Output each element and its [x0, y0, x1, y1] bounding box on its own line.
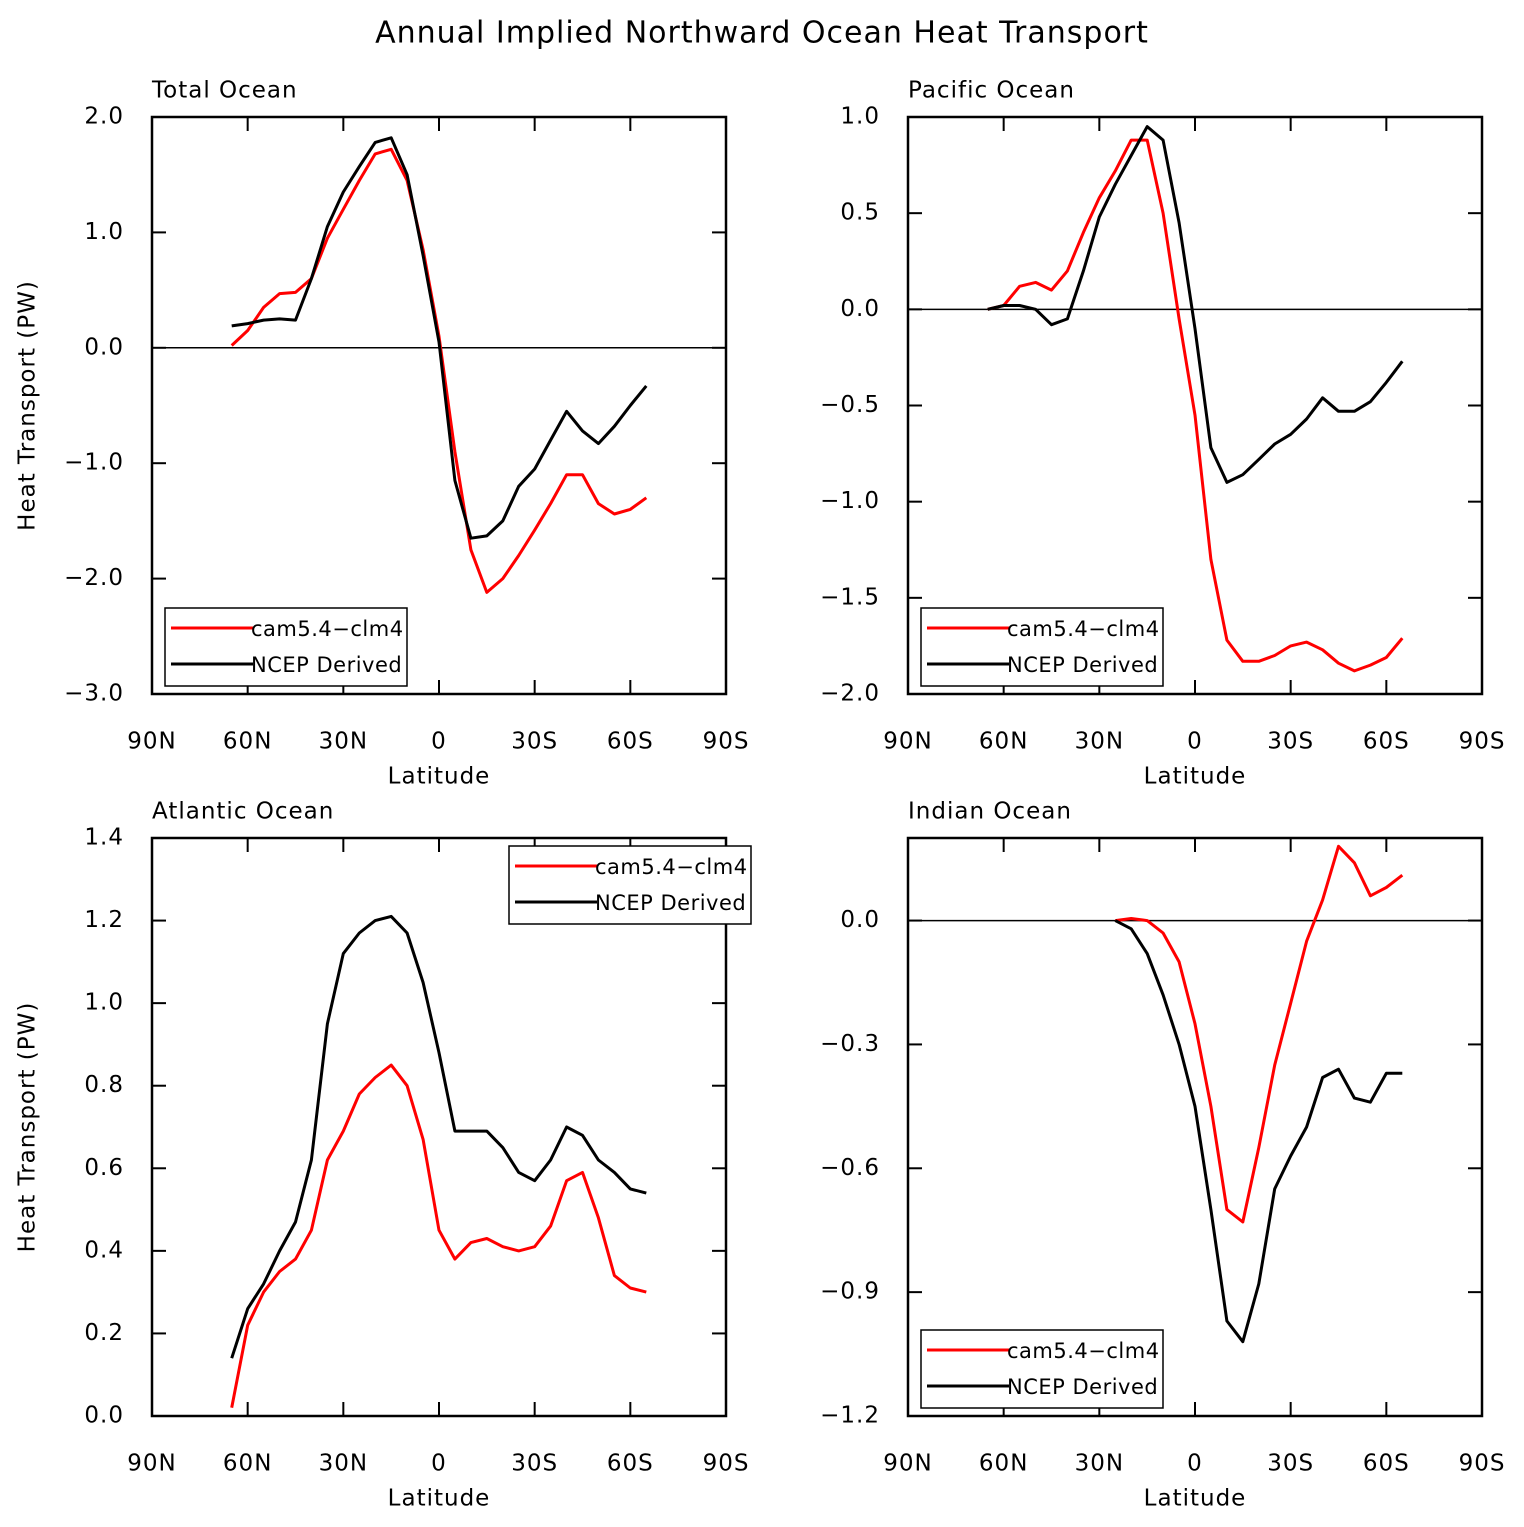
legend-label: NCEP Derived: [595, 891, 746, 915]
x-tick-label: 30S: [1267, 1451, 1314, 1477]
y-tick-label: 2.0: [84, 104, 124, 130]
y-axis-label: Heat Transport (PW): [15, 280, 41, 531]
x-tick-label: 60N: [979, 1451, 1028, 1477]
y-tick-label: −1.0: [820, 488, 880, 514]
y-tick-label: 1.2: [84, 907, 124, 933]
legend-box: [164, 607, 408, 687]
legend-label: cam5.4−clm4: [251, 617, 404, 641]
panel-title: Indian Ocean: [908, 799, 1072, 825]
y-tick-label: 0.6: [84, 1155, 124, 1181]
y-tick-label: 1.0: [84, 219, 124, 245]
y-tick-label: 1.0: [84, 990, 124, 1016]
series-line: [987, 125, 1404, 484]
legend-box: [508, 845, 752, 925]
y-tick-label: 0.4: [84, 1237, 124, 1263]
panel-title: Total Ocean: [151, 78, 298, 104]
x-tick-label: 30N: [1075, 729, 1124, 755]
legend-label: NCEP Derived: [1007, 653, 1158, 677]
legend-label: NCEP Derived: [1007, 1375, 1158, 1399]
x-axis-label: Latitude: [388, 1486, 491, 1512]
series-line: [987, 138, 1404, 673]
x-tick-label: 30N: [319, 1451, 368, 1477]
legend-label: cam5.4−clm4: [595, 855, 748, 879]
series-line: [230, 914, 647, 1359]
x-tick-label: 90S: [703, 729, 750, 755]
x-tick-label: 30S: [511, 729, 558, 755]
panel-title: Atlantic Ocean: [152, 799, 334, 825]
series-line: [1114, 919, 1403, 1344]
y-tick-label: −1.0: [64, 450, 124, 476]
x-tick-label: 60S: [607, 1451, 654, 1477]
x-tick-label: 90N: [127, 729, 176, 755]
y-tick-label: −0.6: [820, 1155, 880, 1181]
y-tick-label: 0.5: [840, 200, 880, 226]
y-tick-label: 0.0: [840, 296, 880, 322]
y-tick-label: −0.9: [820, 1279, 880, 1305]
x-tick-label: 90S: [703, 1451, 750, 1477]
y-axis-label: Heat Transport (PW): [15, 1002, 41, 1253]
x-tick-label: 30N: [319, 729, 368, 755]
y-tick-label: 0.8: [84, 1072, 124, 1098]
legend-label: cam5.4−clm4: [1007, 1339, 1160, 1363]
x-tick-label: 60S: [607, 729, 654, 755]
x-tick-label: 0: [1187, 1451, 1203, 1477]
legend-label: cam5.4−clm4: [1007, 617, 1160, 641]
x-tick-label: 0: [1187, 729, 1203, 755]
y-tick-label: −3.0: [64, 681, 124, 707]
y-tick-label: −2.0: [820, 681, 880, 707]
x-tick-label: 90N: [127, 1451, 176, 1477]
x-tick-label: 60N: [223, 729, 272, 755]
x-tick-label: 0: [431, 1451, 447, 1477]
x-tick-label: 60N: [979, 729, 1028, 755]
x-tick-label: 0: [431, 729, 447, 755]
y-tick-label: 1.4: [84, 825, 124, 851]
x-tick-label: 90N: [883, 1451, 932, 1477]
x-tick-label: 90N: [883, 729, 932, 755]
x-tick-label: 60S: [1363, 729, 1410, 755]
page-title: Annual Implied Northward Ocean Heat Tran…: [375, 16, 1149, 51]
y-tick-label: −0.5: [820, 392, 880, 418]
y-tick-label: −1.5: [820, 584, 880, 610]
series-line: [231, 136, 648, 540]
x-tick-label: 30S: [1267, 729, 1314, 755]
x-tick-label: 30S: [511, 1451, 558, 1477]
x-tick-label: 60S: [1363, 1451, 1410, 1477]
x-tick-label: 90S: [1459, 1451, 1506, 1477]
panel-title: Pacific Ocean: [908, 78, 1075, 104]
x-axis-label: Latitude: [388, 764, 491, 790]
y-tick-label: −0.3: [820, 1031, 880, 1057]
y-tick-label: −1.2: [820, 1403, 880, 1429]
series-line: [1115, 844, 1404, 1224]
legend-box: [920, 607, 1164, 687]
series-line: [230, 147, 648, 594]
x-axis-label: Latitude: [1144, 1486, 1247, 1512]
y-tick-label: 1.0: [840, 104, 880, 130]
y-tick-label: 0.0: [84, 1403, 124, 1429]
y-tick-label: 0.2: [84, 1320, 124, 1346]
x-tick-label: 60N: [223, 1451, 272, 1477]
series-line: [230, 1063, 647, 1408]
y-tick-label: −2.0: [64, 565, 124, 591]
legend-label: NCEP Derived: [251, 653, 402, 677]
y-tick-label: 0.0: [840, 907, 880, 933]
legend-box: [920, 1329, 1164, 1409]
x-axis-label: Latitude: [1144, 764, 1247, 790]
x-tick-label: 90S: [1459, 729, 1506, 755]
y-tick-label: 0.0: [84, 334, 124, 360]
x-tick-label: 30N: [1075, 1451, 1124, 1477]
